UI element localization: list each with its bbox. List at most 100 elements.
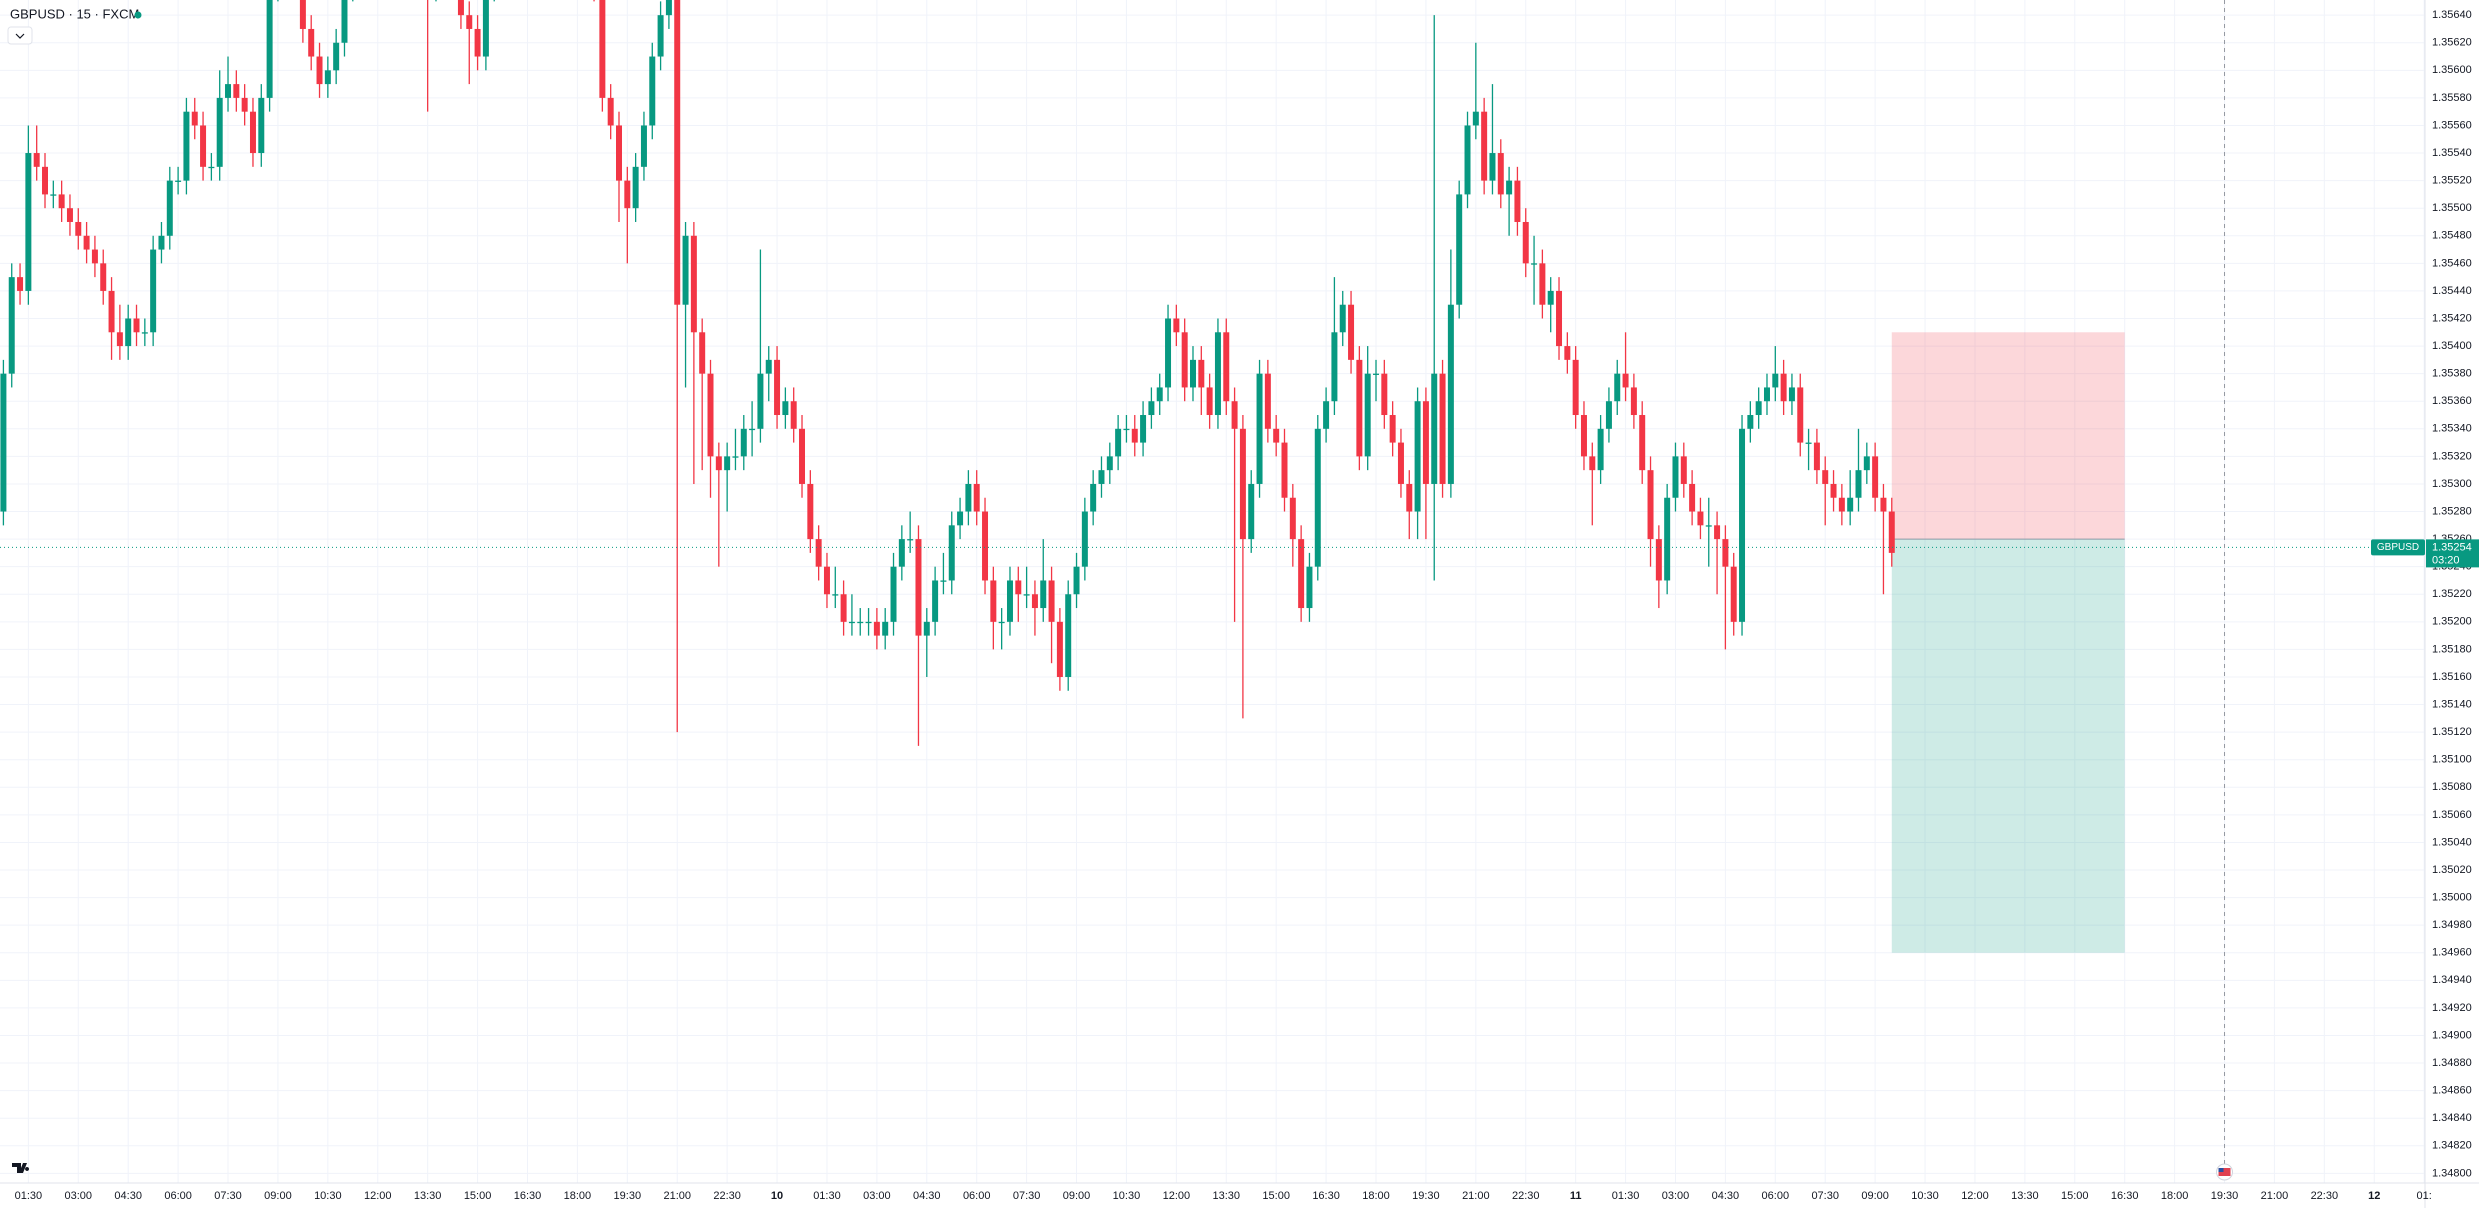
- candle-body: [799, 428, 806, 484]
- candle-body: [457, 0, 464, 16]
- candle-body: [757, 373, 764, 429]
- candle-body: [932, 580, 939, 622]
- x-tick-label: 01:30: [813, 1190, 841, 1202]
- status-dot: [134, 11, 142, 19]
- x-tick-label: 15:00: [464, 1190, 492, 1202]
- x-tick-label: 10:30: [1911, 1190, 1939, 1202]
- y-tick-label: 1.35000: [2432, 891, 2472, 903]
- candle-body: [1739, 428, 1746, 622]
- candle-body: [724, 456, 731, 471]
- y-tick-label: 1.35140: [2432, 698, 2472, 710]
- candle-body: [1156, 387, 1163, 402]
- candle-body: [33, 153, 40, 167]
- symbol-badge: [2371, 539, 2425, 556]
- candle-body: [1273, 428, 1280, 443]
- candle-body: [42, 166, 48, 195]
- candle-body: [225, 84, 232, 98]
- y-tick-label: 1.34880: [2432, 1057, 2472, 1069]
- y-tick-label: 1.35080: [2432, 781, 2472, 793]
- candle-body: [1506, 180, 1513, 195]
- y-tick-label: 1.35400: [2432, 340, 2472, 352]
- candle-body: [699, 332, 706, 374]
- candle-body: [125, 318, 132, 347]
- y-tick-label: 1.35480: [2432, 230, 2472, 242]
- x-tick-label: 04:30: [913, 1190, 941, 1202]
- candle-body: [1580, 415, 1587, 457]
- y-tick-label: 1.35280: [2432, 505, 2472, 517]
- candle-body: [141, 332, 148, 334]
- candle-body: [200, 125, 207, 167]
- grid: [0, 0, 2425, 1183]
- candle-body: [25, 153, 32, 291]
- candle-body: [249, 111, 256, 154]
- candle-body: [1106, 456, 1113, 471]
- x-tick-label: 07:30: [1013, 1190, 1041, 1202]
- x-tick-label: 09:00: [1063, 1190, 1091, 1202]
- candle-body: [1755, 401, 1762, 416]
- candle-body: [299, 0, 306, 29]
- last-price-label: 1.35254: [2432, 541, 2472, 553]
- candle-body: [75, 221, 82, 236]
- candle-body: [1788, 387, 1795, 402]
- x-tick-label: 22:30: [1512, 1190, 1540, 1202]
- candle-body: [58, 194, 65, 209]
- candle-body: [1381, 373, 1388, 416]
- y-tick-label: 1.34840: [2432, 1112, 2472, 1124]
- candle-body: [907, 539, 914, 541]
- candle-body: [1298, 539, 1305, 609]
- x-tick-label: 19:30: [2211, 1190, 2239, 1202]
- candle-body: [965, 483, 972, 512]
- candle-body: [241, 97, 248, 112]
- collapse-button[interactable]: [7, 26, 33, 45]
- candle-body: [665, 0, 672, 16]
- candle-body: [1689, 483, 1696, 512]
- candle-body: [1090, 483, 1097, 512]
- candle-body: [17, 277, 24, 291]
- candle-body: [1123, 428, 1130, 431]
- y-tick-label: 1.35020: [2432, 864, 2472, 876]
- candle-body: [782, 401, 789, 416]
- candle-body: [1173, 318, 1180, 333]
- candle-body: [616, 125, 622, 181]
- candle-body: [1622, 373, 1629, 388]
- candle-body: [1397, 442, 1404, 484]
- candle-body: [8, 277, 15, 374]
- chart-title: GBPUSD · 15 · FXCM: [10, 6, 139, 21]
- candle-body: [1447, 304, 1454, 484]
- candle-body: [1065, 594, 1072, 677]
- candle-body: [1073, 566, 1080, 595]
- candle-body: [848, 621, 855, 624]
- candle-body: [1747, 415, 1754, 429]
- target-zone: [1891, 539, 2125, 953]
- candle-body: [1797, 387, 1804, 443]
- candle-body: [1023, 594, 1030, 596]
- candle-body: [1597, 428, 1604, 471]
- candle-body: [116, 332, 123, 347]
- x-tick-label: 03:00: [65, 1190, 93, 1202]
- candle-body: [649, 56, 656, 126]
- candle-body: [682, 235, 689, 305]
- candle-body: [1339, 304, 1346, 333]
- candle-body: [1772, 373, 1779, 388]
- x-tick-label: 16:30: [2111, 1190, 2139, 1202]
- x-tick-label: 10: [771, 1190, 783, 1202]
- candle-body: [1439, 373, 1446, 484]
- x-tick-label: 18:00: [1362, 1190, 1390, 1202]
- y-tick-label: 1.35440: [2432, 285, 2472, 297]
- candle-body: [1373, 373, 1379, 375]
- candle-body: [1456, 194, 1463, 305]
- candle-body: [607, 97, 614, 126]
- candle-body: [890, 566, 897, 622]
- candle-body: [1015, 580, 1022, 595]
- candle-body: [715, 456, 722, 471]
- candle-body: [948, 525, 955, 581]
- x-tick-label: 06:00: [963, 1190, 991, 1202]
- candle-body: [982, 511, 989, 581]
- candle-body: [1406, 483, 1413, 512]
- y-tick-label: 1.34800: [2432, 1167, 2472, 1179]
- y-tick-label: 1.35200: [2432, 616, 2472, 628]
- candle-body: [857, 621, 864, 624]
- candle-body: [1306, 566, 1313, 609]
- x-tick-label: 01:30: [1612, 1190, 1640, 1202]
- candle-body: [807, 483, 814, 540]
